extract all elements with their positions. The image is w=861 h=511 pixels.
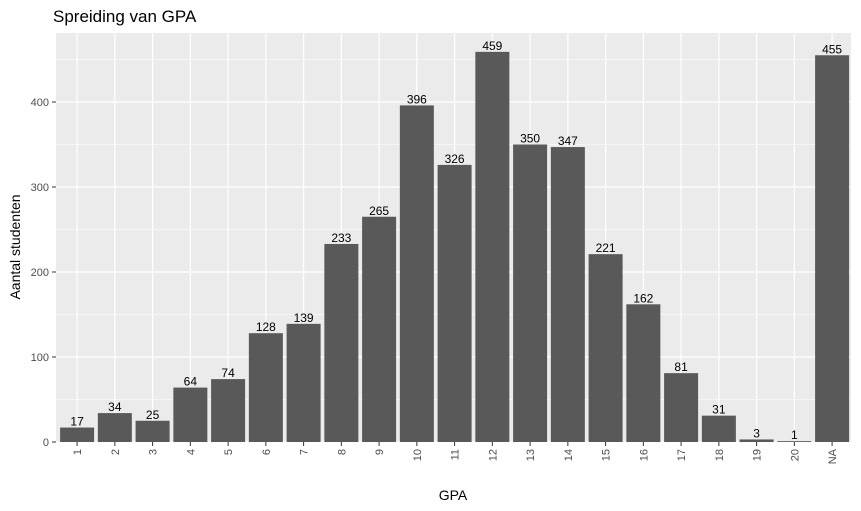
x-tick-label: 7	[299, 449, 311, 455]
x-tick-label: 10	[412, 449, 424, 461]
bar-value-label: 139	[294, 311, 314, 325]
x-tick-label: 12	[487, 449, 499, 461]
bar	[777, 441, 812, 442]
bar-value-label: 1	[791, 428, 798, 442]
y-tick-label: 100	[31, 352, 49, 364]
x-axis: 1 2 3 4 5 6 7 8 9 10 11 12 13 14 15 16 17 18 19 20 NA	[72, 442, 839, 464]
x-tick-label: 5	[223, 449, 235, 455]
y-axis: 0 100 200 300 400	[31, 97, 56, 449]
bar	[248, 333, 283, 442]
bar	[60, 427, 95, 442]
bar-value-label: 31	[712, 403, 726, 417]
bar-value-label: 221	[596, 241, 616, 255]
bar-value-label: 25	[146, 408, 160, 422]
bar-value-label: 162	[633, 291, 653, 305]
x-tick-label: 15	[601, 449, 613, 461]
bar	[324, 243, 359, 442]
bar	[701, 415, 736, 442]
bar	[362, 216, 397, 442]
x-tick-label: 17	[676, 449, 688, 461]
bar-value-label: 326	[445, 152, 465, 166]
chart-title: Spreiding van GPA	[53, 7, 197, 26]
bar-value-label: 233	[331, 231, 351, 245]
bar	[664, 373, 699, 442]
bar	[475, 51, 510, 442]
x-tick-label: 19	[752, 449, 764, 461]
x-tick-label: 11	[450, 449, 462, 460]
x-tick-label: 2	[110, 449, 122, 455]
bar-value-label: 17	[70, 415, 84, 429]
bar-value-label: 455	[822, 42, 842, 56]
x-tick-label: 18	[714, 449, 726, 461]
bar-value-label: 459	[482, 39, 502, 53]
bar-value-label: 128	[256, 320, 276, 334]
bar	[739, 439, 774, 442]
x-tick-label: 16	[638, 449, 650, 461]
bar-value-label: 74	[221, 366, 235, 380]
bar	[588, 254, 623, 442]
bar-value-label: 81	[674, 360, 688, 374]
bars	[60, 51, 850, 443]
bar-labels: 17 34 25 64 74 128 139 233 265 396 326 459 350 347 221…	[70, 39, 842, 442]
bar-value-label: 350	[520, 132, 540, 146]
bar-value-label: 347	[558, 134, 578, 148]
x-tick-label: 6	[261, 449, 273, 455]
x-tick-label: 3	[148, 449, 160, 455]
y-tick-label: 400	[31, 97, 49, 109]
bar	[550, 147, 585, 443]
y-tick-label: 300	[31, 182, 49, 194]
bar	[513, 144, 548, 442]
bar	[173, 387, 208, 442]
x-axis-title: GPA	[439, 487, 468, 503]
bar	[626, 304, 661, 442]
bar-value-label: 3	[753, 426, 760, 440]
x-tick-label: 13	[525, 449, 537, 461]
bar	[135, 420, 170, 442]
x-tick-label: 14	[563, 449, 575, 461]
x-tick-label: 20	[789, 449, 801, 461]
x-tick-label: NA	[827, 448, 839, 464]
bar	[97, 413, 132, 442]
y-axis-title: Aantal studenten	[7, 194, 23, 299]
x-tick-label: 8	[336, 449, 348, 455]
bar	[815, 55, 850, 442]
bar	[286, 323, 321, 442]
bar-value-label: 34	[108, 400, 122, 414]
bar	[399, 105, 434, 443]
bar	[211, 379, 246, 442]
y-tick-label: 0	[43, 437, 49, 449]
x-tick-label: 4	[185, 449, 197, 455]
bar-value-label: 265	[369, 204, 389, 218]
bar	[437, 164, 472, 442]
x-tick-label: 1	[72, 449, 84, 455]
bar-value-label: 64	[184, 375, 198, 389]
x-tick-label: 9	[374, 449, 386, 455]
bar-value-label: 396	[407, 92, 427, 106]
y-tick-label: 200	[31, 267, 49, 279]
